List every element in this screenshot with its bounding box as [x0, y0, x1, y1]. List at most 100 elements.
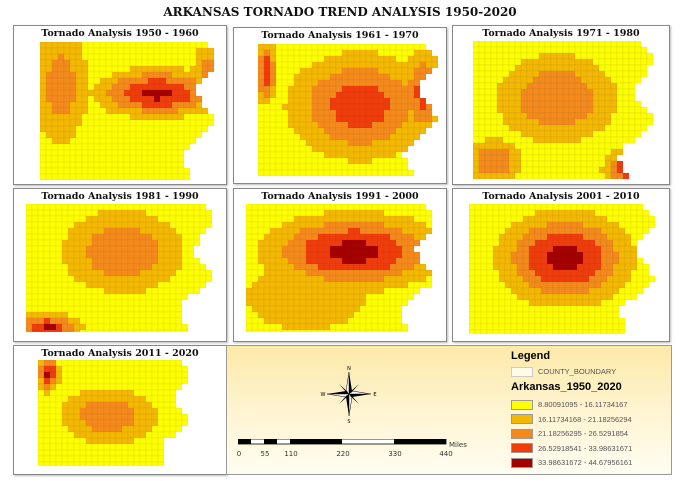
raster-cell	[592, 148, 600, 156]
raster-cell	[177, 65, 185, 73]
raster-cell	[480, 305, 488, 313]
raster-cell	[610, 106, 618, 114]
raster-cell	[546, 239, 554, 247]
raster-cell	[526, 52, 534, 60]
raster-cell	[305, 281, 313, 289]
raster-cell	[335, 49, 343, 57]
raster-cell	[371, 281, 379, 289]
raster-cell	[562, 154, 570, 162]
raster-cell	[117, 173, 125, 180]
raster-cell	[189, 101, 197, 109]
raster-cell	[281, 115, 289, 123]
raster-cell	[401, 127, 409, 135]
raster-cell	[544, 130, 552, 138]
raster-cell	[165, 95, 173, 103]
raster-cell	[121, 269, 129, 277]
raster-cell	[556, 172, 564, 179]
raster-cell	[606, 323, 614, 331]
raster-cell	[558, 293, 566, 301]
raster-cell	[317, 221, 325, 229]
raster-cell	[341, 169, 349, 176]
raster-cell	[311, 227, 319, 235]
raster-cell	[347, 151, 355, 159]
raster-cell	[299, 251, 307, 259]
raster-cell	[105, 42, 113, 49]
raster-cell	[175, 287, 183, 295]
raster-cell	[544, 82, 552, 90]
raster-cell	[91, 204, 99, 211]
raster-cell	[79, 299, 87, 307]
raster-cell	[588, 251, 596, 259]
raster-cell	[43, 431, 51, 439]
tornado-density-map	[26, 204, 214, 332]
class-swatch	[511, 428, 533, 439]
raster-cell	[133, 293, 141, 301]
raster-cell	[365, 204, 373, 211]
raster-cell	[91, 407, 99, 415]
raster-cell	[99, 119, 107, 127]
raster-cell	[281, 329, 289, 332]
raster-cell	[85, 305, 93, 313]
raster-cell	[45, 95, 53, 103]
raster-cell	[323, 61, 331, 69]
raster-cell	[516, 305, 524, 313]
raster-cell	[139, 461, 147, 466]
raster-cell	[341, 221, 349, 229]
raster-cell	[478, 76, 486, 84]
raster-cell	[175, 269, 183, 277]
raster-cell	[510, 233, 518, 241]
raster-cell	[187, 209, 195, 217]
raster-cell	[490, 100, 498, 108]
raster-cell	[275, 293, 283, 301]
raster-cell	[480, 281, 488, 289]
raster-cell	[510, 317, 518, 325]
raster-cell	[502, 106, 510, 114]
raster-cell	[147, 89, 155, 97]
raster-cell	[159, 131, 167, 139]
raster-cell	[365, 239, 373, 247]
raster-cell	[544, 64, 552, 72]
raster-cell	[520, 94, 528, 102]
raster-cell	[169, 287, 177, 295]
raster-cell	[75, 65, 83, 73]
raster-cell	[341, 44, 349, 51]
raster-cell	[624, 281, 632, 289]
raster-cell	[275, 91, 283, 99]
raster-cell	[293, 233, 301, 241]
raster-cell	[636, 209, 644, 217]
raster-cell	[305, 263, 313, 271]
raster-cell	[121, 245, 129, 253]
raster-cell	[469, 287, 476, 295]
raster-cell	[630, 215, 638, 223]
raster-cell	[275, 227, 283, 235]
raster-cell	[612, 299, 620, 307]
raster-cell	[538, 148, 546, 156]
raster-cell	[103, 329, 111, 332]
raster-cell	[383, 145, 391, 153]
raster-cell	[606, 245, 614, 253]
raster-cell	[407, 215, 415, 223]
legend-heading: Legend	[511, 350, 551, 362]
raster-cell	[532, 160, 540, 168]
raster-cell	[474, 221, 482, 229]
raster-cell	[371, 151, 379, 159]
raster-cell	[604, 142, 612, 150]
raster-cell	[612, 233, 620, 241]
raster-cell	[534, 311, 542, 319]
raster-cell	[588, 257, 596, 265]
raster-cell	[81, 167, 89, 175]
raster-cell	[139, 204, 147, 211]
raster-cell	[317, 215, 325, 223]
raster-cell	[91, 437, 99, 445]
raster-cell	[359, 145, 367, 153]
raster-cell	[133, 425, 141, 433]
raster-cell	[97, 281, 105, 289]
raster-cell	[123, 119, 131, 127]
raster-cell	[251, 233, 259, 241]
raster-cell	[335, 269, 343, 277]
raster-cell	[127, 329, 135, 332]
raster-cell	[592, 172, 600, 179]
raster-cell	[618, 245, 626, 253]
raster-cell	[389, 257, 397, 265]
raster-cell	[383, 73, 391, 81]
